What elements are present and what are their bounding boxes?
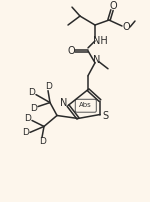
Text: S: S — [102, 112, 108, 121]
Text: D: D — [28, 88, 35, 97]
Text: Abs: Abs — [80, 102, 92, 108]
Text: D: D — [46, 82, 52, 91]
Text: N: N — [60, 98, 68, 108]
Text: O: O — [67, 46, 75, 56]
Text: D: D — [31, 104, 38, 113]
Text: O: O — [109, 1, 117, 11]
Text: NH: NH — [93, 36, 107, 46]
Text: N: N — [93, 55, 101, 65]
Text: D: D — [22, 128, 29, 137]
FancyBboxPatch shape — [75, 99, 96, 112]
Text: D: D — [40, 137, 46, 146]
Text: D: D — [25, 114, 32, 123]
Text: O: O — [122, 22, 130, 32]
